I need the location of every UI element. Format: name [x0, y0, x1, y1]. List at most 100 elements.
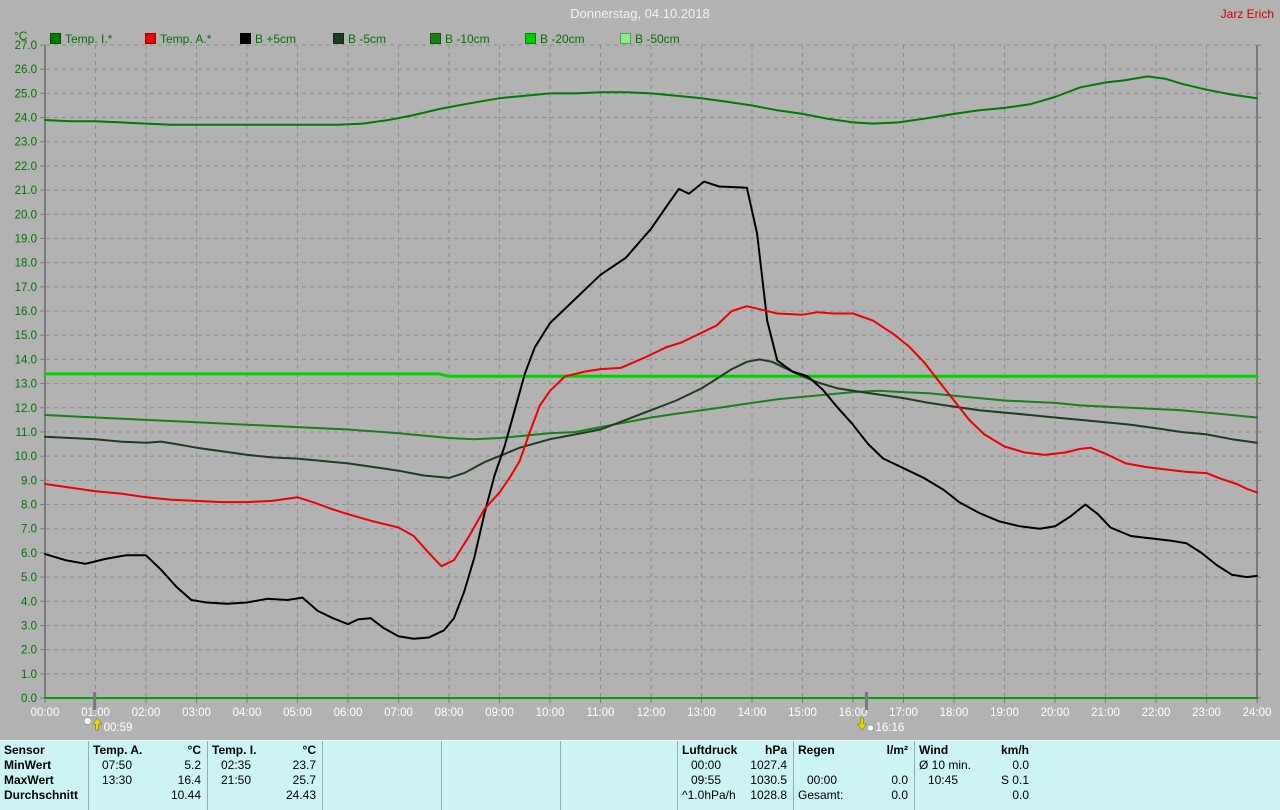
x-tick-label: 07:00: [384, 707, 413, 719]
y-tick-label: 12.0: [15, 403, 37, 415]
table-cell-value: 10.44: [170, 788, 201, 802]
table-row-label: MaxWert: [4, 773, 54, 787]
legend-item-b-10cm: B -10cm: [430, 30, 490, 46]
x-tick-label: 03:00: [182, 707, 211, 719]
table-cell-time: 21:50: [221, 773, 252, 787]
moon-icon: [867, 724, 874, 732]
table-column-header: Wind: [919, 743, 949, 757]
legend-swatch-icon: [240, 33, 251, 45]
table-row-label: Durchschnitt: [4, 788, 79, 802]
table-cell-time: 09:55: [691, 773, 722, 787]
y-tick-label: 5.0: [21, 572, 37, 584]
y-tick-label: 13.0: [15, 379, 37, 391]
table-column-separator: [677, 741, 678, 810]
table-column-separator: [322, 741, 323, 810]
legend-item-b-50cm: B -50cm: [620, 30, 680, 46]
legend-swatch-icon: [430, 33, 441, 45]
author-watermark: Jarz Erich: [1220, 7, 1274, 21]
y-tick-label: 9.0: [21, 475, 37, 487]
series-b-10cm: [44, 389, 1258, 441]
table-cell-value: 1030.5: [750, 773, 787, 787]
legend-item-temp-i-: Temp. I.*: [50, 30, 112, 46]
legend-item-label: B -20cm: [540, 31, 585, 46]
x-tick-label: 11:00: [587, 707, 615, 719]
x-tick-label: 17:00: [889, 707, 918, 719]
table-cell-value: S 0.1: [1000, 773, 1029, 787]
y-tick-label: 21.0: [15, 185, 37, 197]
table-cell-time: 13:30: [102, 773, 133, 787]
y-tick-label: 7.0: [21, 524, 37, 536]
y-tick-label: 1.0: [21, 669, 37, 681]
y-tick-label: 22.0: [15, 161, 37, 173]
table-cell-value: 5.2: [184, 758, 201, 772]
table-cell-value: 1028.8: [750, 788, 787, 802]
x-tick-label: 08:00: [435, 707, 464, 719]
y-tick-label: 23.0: [15, 137, 37, 149]
table-cell-value: 0.0: [891, 788, 908, 802]
x-tick-label: 24:00: [1243, 707, 1272, 719]
table-column-separator: [207, 741, 208, 810]
y-axis-labels: 0.0 1.0 2.0 3.0 4.0 5.0 6.0 7.0 8.0 9.0 10.0 11.0 12…: [15, 40, 37, 705]
moon-icon: [83, 717, 92, 725]
table-cell-time: 07:50: [102, 758, 133, 772]
table-cell-time: ^1.0hPa/h: [682, 788, 736, 802]
legend-item-temp-a-: Temp. A.*: [145, 30, 211, 46]
chart-frame: [44, 45, 1258, 699]
astro-marker-time: 00:59: [104, 722, 133, 734]
legend-swatch-icon: [525, 33, 536, 45]
y-tick-label: 3.0: [21, 620, 37, 632]
x-tick-label: 16:00: [839, 707, 868, 719]
table-cell-value: 0.0: [1012, 758, 1029, 772]
table-column-separator: [914, 741, 915, 810]
table-column-separator: [88, 741, 89, 810]
table-column-unit: hPa: [764, 743, 787, 757]
y-tick-label: 8.0: [21, 500, 37, 512]
x-tick-label: 10:00: [536, 707, 565, 719]
x-tick-label: 04:00: [233, 707, 262, 719]
legend-item-label: Temp. I.*: [65, 31, 113, 46]
y-tick-label: 4.0: [21, 596, 37, 608]
table-cell-time: 00:00: [691, 758, 722, 772]
x-tick-label: 15:00: [788, 707, 817, 719]
stats-table: Sensor MinWert MaxWert Durchschnitt Temp. A.…: [0, 740, 1280, 810]
temperature-chart: 0.0 1.0 2.0 3.0 4.0 5.0 6.0 7.0 8.0 9.0 10.0 11.0 12…: [15, 40, 1272, 734]
table-column-header: Temp. I.: [212, 743, 257, 757]
y-tick-label: 17.0: [15, 282, 37, 294]
table-cell-time: Ø 10 min.: [919, 758, 972, 772]
x-tick-label: 01:00: [81, 707, 110, 719]
y-tick-label: 24.0: [15, 113, 37, 125]
table-cell-value: 23.7: [292, 758, 316, 772]
table-row-label: MinWert: [4, 758, 52, 772]
legend-item-label: B -5cm: [348, 31, 387, 46]
legend-item-label: B +5cm: [255, 31, 297, 46]
x-tick-label: 00:00: [31, 707, 60, 719]
astro-marker-0059: 00:59: [83, 692, 133, 734]
table-column-header: Regen: [798, 743, 835, 757]
legend-swatch-icon: [620, 33, 631, 45]
series-b-5cm: [44, 180, 1258, 640]
series-b-5cm: [44, 358, 1258, 479]
table-cell-value: 1027.4: [750, 758, 787, 772]
x-axis-labels: 00:00 01:00 02:00 03:00 04:00 05:00 06:00 07:00…: [31, 707, 1272, 719]
table-column-unit: °C: [302, 743, 316, 757]
y-axis-unit-label: °C: [14, 29, 28, 43]
astro-marker-1616: 16:16: [856, 692, 904, 734]
table-column-header: Luftdruck: [682, 743, 738, 757]
y-tick-label: 26.0: [15, 64, 37, 76]
y-tick-label: 6.0: [21, 548, 37, 560]
table-cell-value: 24.43: [285, 788, 316, 802]
legend: Temp. I.* Temp. A.* B +5cm B -5cm B -10cm B -…: [0, 30, 1280, 46]
legend-item-b-20cm: B -20cm: [525, 30, 585, 46]
astro-marker-time: 16:16: [875, 722, 904, 734]
legend-swatch-icon: [333, 33, 344, 45]
legend-swatch-icon: [145, 33, 156, 45]
y-tick-label: 10.0: [15, 451, 37, 463]
chart-title: Donnerstag, 04.10.2018: [570, 6, 710, 21]
x-tick-label: 21:00: [1091, 707, 1120, 719]
y-tick-label: 19.0: [15, 233, 37, 245]
x-tick-label: 06:00: [334, 707, 363, 719]
table-cell-value: 25.7: [292, 773, 316, 787]
y-tick-label: 14.0: [15, 354, 37, 366]
x-tick-label: 14:00: [738, 707, 767, 719]
